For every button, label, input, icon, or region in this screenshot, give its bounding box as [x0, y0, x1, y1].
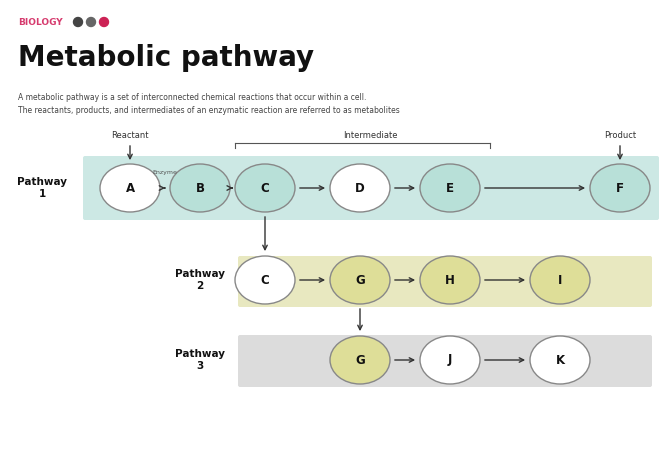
Ellipse shape — [100, 164, 160, 212]
Text: The reactants, products, and intermediates of an enzymatic reaction are referred: The reactants, products, and intermediat… — [18, 106, 400, 115]
Text: Pathway
1: Pathway 1 — [17, 177, 67, 199]
Text: C: C — [261, 273, 269, 286]
Text: H: H — [445, 273, 455, 286]
Text: J: J — [448, 354, 452, 366]
Ellipse shape — [420, 256, 480, 304]
Text: Reactant: Reactant — [112, 130, 149, 139]
Text: K: K — [556, 354, 564, 366]
Circle shape — [99, 18, 108, 27]
Text: BIOLOGY: BIOLOGY — [18, 18, 62, 27]
Ellipse shape — [330, 336, 390, 384]
Text: Metabolic pathway: Metabolic pathway — [18, 44, 314, 72]
Text: F: F — [616, 182, 624, 194]
Circle shape — [73, 18, 83, 27]
Ellipse shape — [235, 256, 295, 304]
Ellipse shape — [420, 336, 480, 384]
Ellipse shape — [530, 336, 590, 384]
Text: Intermediate: Intermediate — [343, 130, 397, 139]
Text: A: A — [126, 182, 134, 194]
Circle shape — [87, 18, 95, 27]
Text: D: D — [355, 182, 365, 194]
Text: Pathway
3: Pathway 3 — [175, 349, 225, 371]
Text: G: G — [355, 273, 365, 286]
Text: G: G — [355, 354, 365, 366]
Text: E: E — [446, 182, 454, 194]
Text: B: B — [196, 182, 204, 194]
Ellipse shape — [330, 256, 390, 304]
FancyBboxPatch shape — [238, 256, 652, 307]
Text: Product: Product — [604, 130, 636, 139]
Ellipse shape — [330, 164, 390, 212]
Text: I: I — [558, 273, 562, 286]
Ellipse shape — [530, 256, 590, 304]
Ellipse shape — [170, 164, 230, 212]
FancyBboxPatch shape — [238, 335, 652, 387]
Ellipse shape — [590, 164, 650, 212]
Text: C: C — [261, 182, 269, 194]
Text: Enzyme: Enzyme — [153, 170, 177, 174]
FancyBboxPatch shape — [83, 156, 659, 220]
Text: A metabolic pathway is a set of interconnected chemical reactions that occur wit: A metabolic pathway is a set of intercon… — [18, 92, 366, 101]
Ellipse shape — [420, 164, 480, 212]
Text: Pathway
2: Pathway 2 — [175, 269, 225, 291]
Ellipse shape — [235, 164, 295, 212]
